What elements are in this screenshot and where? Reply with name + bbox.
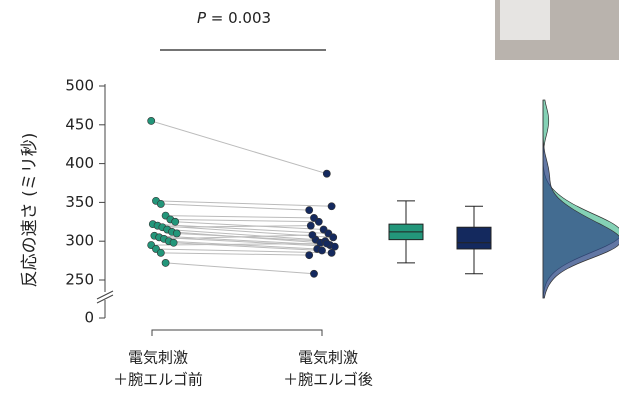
y-tick-label: 300 bbox=[65, 232, 94, 250]
x-tick-label: 電気刺激 bbox=[298, 349, 358, 367]
data-point bbox=[323, 170, 330, 177]
data-point bbox=[172, 218, 179, 225]
data-point bbox=[162, 259, 169, 266]
pair-line bbox=[177, 233, 325, 241]
pair-line bbox=[151, 121, 327, 174]
data-point bbox=[306, 207, 313, 214]
data-point bbox=[170, 239, 177, 246]
data-point bbox=[157, 249, 164, 256]
pair-line bbox=[161, 253, 309, 255]
x-bracket bbox=[152, 330, 322, 336]
data-point bbox=[309, 231, 316, 238]
box bbox=[457, 227, 491, 249]
data-point bbox=[323, 240, 330, 247]
photo-detail bbox=[500, 0, 550, 40]
data-point bbox=[306, 252, 313, 259]
p-symbol: P bbox=[197, 9, 207, 27]
x-tick-label: ＋腕エルゴ前 bbox=[113, 371, 203, 389]
x-tick-label: ＋腕エルゴ後 bbox=[283, 371, 373, 389]
y-axis-label: 反応の速さ (ミリ秒) bbox=[20, 133, 40, 288]
y-tick-label: 350 bbox=[65, 193, 94, 211]
y-tick-label: 450 bbox=[65, 115, 94, 133]
data-point bbox=[318, 247, 325, 254]
p-text: = 0.003 bbox=[211, 9, 271, 27]
p-annotation: P = 0.003 bbox=[197, 9, 271, 27]
y-tick-label: 250 bbox=[65, 271, 94, 289]
y-tick-label: 500 bbox=[65, 77, 94, 95]
data-point bbox=[307, 222, 314, 229]
data-point bbox=[328, 249, 335, 256]
data-point bbox=[148, 117, 155, 124]
x-tick-label: 電気刺激 bbox=[128, 349, 188, 367]
pair-line bbox=[170, 219, 318, 221]
y-tick-label: 0 bbox=[84, 309, 94, 327]
data-point bbox=[157, 200, 164, 207]
data-point bbox=[330, 234, 337, 241]
chart: P = 0.003 反応の速さ (ミリ秒) 0 250 300 350 400 450 50… bbox=[0, 0, 619, 402]
y-tick-label: 400 bbox=[65, 154, 94, 172]
data-point bbox=[315, 218, 322, 225]
density bbox=[543, 100, 619, 298]
data-point bbox=[310, 270, 317, 277]
data-point bbox=[328, 203, 335, 210]
pair-line bbox=[166, 216, 314, 218]
page: {"chart_data":{"type":"paired-dot", "ann… bbox=[0, 0, 619, 402]
data-point bbox=[173, 230, 180, 237]
pair-line bbox=[156, 201, 332, 206]
pair-line bbox=[166, 263, 314, 274]
